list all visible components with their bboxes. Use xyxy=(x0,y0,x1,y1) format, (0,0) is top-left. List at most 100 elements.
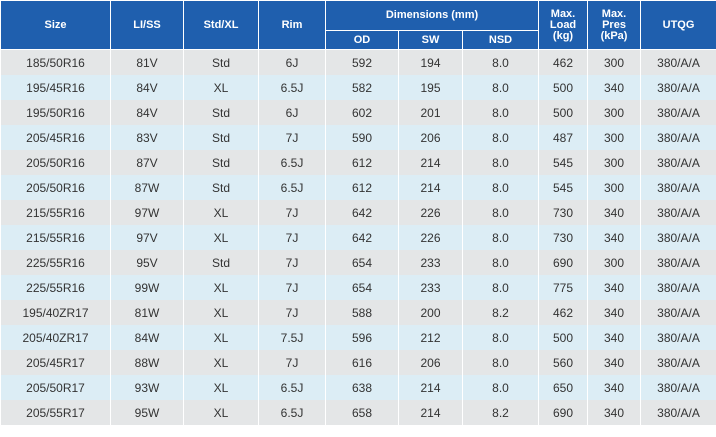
table-cell: 340 xyxy=(587,225,642,250)
table-row: 205/50R16 87V Std 6.5J 612 214 8.0 545 300 380/A/… xyxy=(0,150,716,175)
table-cell: 545 xyxy=(538,150,589,175)
table-row: 195/50R16 84V Std 6J 602 201 8.0 500 300 380/A/A xyxy=(0,100,716,125)
table-cell: 380/A/A xyxy=(640,125,716,150)
table-cell: 195/50R16 xyxy=(0,100,111,125)
column-header: LI/SS xyxy=(110,0,184,50)
table-row: 195/40ZR17 81W XL 7J 588 200 8.2 462 340 380/A/A xyxy=(0,300,716,325)
table-cell: 233 xyxy=(398,250,463,275)
table-cell: 592 xyxy=(325,49,399,75)
table-cell: XL xyxy=(183,400,259,425)
table-cell: 194 xyxy=(398,49,463,75)
table-cell: 6.5J xyxy=(258,75,326,100)
table-cell: 214 xyxy=(398,400,463,425)
table-cell: 340 xyxy=(587,350,642,375)
table-cell: 560 xyxy=(538,350,589,375)
table-cell: 215/55R16 xyxy=(0,200,111,225)
table-cell: 300 xyxy=(587,100,642,125)
table-cell: 93W xyxy=(110,375,184,400)
table-cell: 97V xyxy=(110,225,184,250)
table-cell: 612 xyxy=(325,150,399,175)
table-cell: 7J xyxy=(258,350,326,375)
table-cell: 500 xyxy=(538,100,589,125)
table-cell: XL xyxy=(183,325,259,350)
table-row: 225/55R16 95V Std 7J 654 233 8.0 690 300 380/A/A xyxy=(0,250,716,275)
table-cell: 185/50R16 xyxy=(0,49,111,75)
table-row: 215/55R16 97V XL 7J 642 226 8.0 730 340 380/A/A xyxy=(0,225,716,250)
table-cell: 690 xyxy=(538,400,589,425)
table-cell: 206 xyxy=(398,125,463,150)
table-cell: 214 xyxy=(398,175,463,200)
table-cell: 8.2 xyxy=(461,400,540,425)
table-cell: 205/55R17 xyxy=(0,400,111,425)
table-cell: 6.5J xyxy=(258,150,326,175)
table-cell: 195/40ZR17 xyxy=(0,300,111,325)
tire-spec-table: Size LI/SS Std/XL Rim Dimensions (mm) Ma… xyxy=(0,0,716,425)
table-cell: 95V xyxy=(110,250,184,275)
table-cell: 380/A/A xyxy=(640,375,716,400)
table-cell: 340 xyxy=(587,200,642,225)
table-row: 205/55R17 95W XL 6.5J 658 214 8.2 690 340 380/A/A xyxy=(0,400,716,425)
table-cell: 658 xyxy=(325,400,399,425)
table-cell: Std xyxy=(183,100,259,125)
table-cell: Std xyxy=(183,175,259,200)
table-cell: 205/40ZR17 xyxy=(0,325,111,350)
table-cell: 380/A/A xyxy=(640,275,716,300)
table-cell: 602 xyxy=(325,100,399,125)
table-cell: 300 xyxy=(587,125,642,150)
table-cell: 380/A/A xyxy=(640,200,716,225)
table-cell: 84V xyxy=(110,75,184,100)
table-row: 205/45R16 83V Std 7J 590 206 8.0 487 300 380/A/A xyxy=(0,125,716,150)
table-cell: 8.0 xyxy=(461,375,540,400)
table-cell: 195 xyxy=(398,75,463,100)
group-header: Dimensions (mm) xyxy=(324,0,540,31)
table-cell: 300 xyxy=(587,175,642,200)
table-cell: 380/A/A xyxy=(640,400,716,425)
table-cell: 582 xyxy=(325,75,399,100)
table-cell: 654 xyxy=(325,275,399,300)
table-cell: 8.0 xyxy=(461,350,540,375)
table-cell: 8.0 xyxy=(461,49,540,75)
table-cell: 6.5J xyxy=(258,375,326,400)
table-cell: 650 xyxy=(538,375,589,400)
table-cell: 340 xyxy=(587,375,642,400)
column-header: Size xyxy=(0,0,111,50)
table-cell: 95W xyxy=(110,400,184,425)
table-cell: 380/A/A xyxy=(640,150,716,175)
table-cell: XL xyxy=(183,200,259,225)
table-cell: 690 xyxy=(538,250,589,275)
column-header: OD xyxy=(325,30,399,50)
table-cell: 500 xyxy=(538,325,589,350)
table-cell: 7J xyxy=(258,200,326,225)
table-cell: 6.5J xyxy=(258,400,326,425)
table-cell: 214 xyxy=(398,375,463,400)
column-header: Max. Pres (kPa) xyxy=(587,0,642,50)
column-header: NSD xyxy=(461,30,540,50)
table-cell: 200 xyxy=(398,300,463,325)
table-cell: Std xyxy=(183,150,259,175)
table-cell: 380/A/A xyxy=(640,225,716,250)
table-cell: 215/55R16 xyxy=(0,225,111,250)
table-cell: 380/A/A xyxy=(640,350,716,375)
table-cell: 340 xyxy=(587,275,642,300)
table-cell: 83V xyxy=(110,125,184,150)
table-cell: 8.0 xyxy=(461,175,540,200)
table-cell: 225/55R16 xyxy=(0,275,111,300)
table-cell: XL xyxy=(183,375,259,400)
table-cell: 212 xyxy=(398,325,463,350)
table-row: 205/50R17 93W XL 6.5J 638 214 8.0 650 340 380/A/A xyxy=(0,375,716,400)
table-cell: 233 xyxy=(398,275,463,300)
table-cell: 87V xyxy=(110,150,184,175)
table-cell: 87W xyxy=(110,175,184,200)
table-cell: 300 xyxy=(587,150,642,175)
table-cell: 8.0 xyxy=(461,200,540,225)
table-cell: 8.0 xyxy=(461,275,540,300)
table-cell: 226 xyxy=(398,225,463,250)
table-cell: 205/50R17 xyxy=(0,375,111,400)
table-cell: 616 xyxy=(325,350,399,375)
table-cell: 8.0 xyxy=(461,125,540,150)
table-cell: 205/50R16 xyxy=(0,150,111,175)
table-cell: 6.5J xyxy=(258,175,326,200)
table-cell: 590 xyxy=(325,125,399,150)
table-cell: 8.0 xyxy=(461,325,540,350)
table-cell: 8.0 xyxy=(461,100,540,125)
